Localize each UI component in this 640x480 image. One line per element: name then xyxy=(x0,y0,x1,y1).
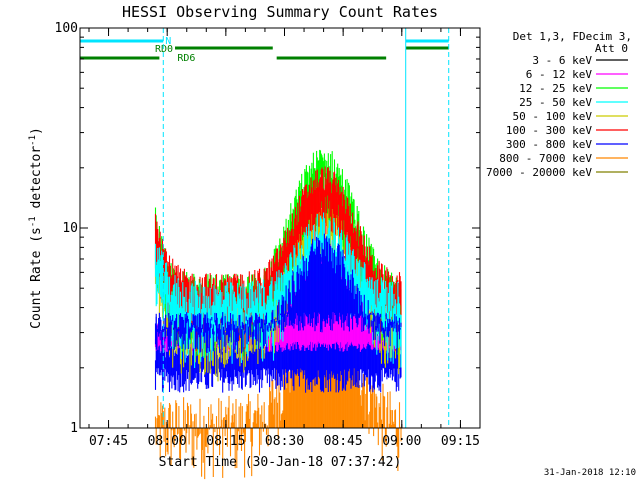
legend-label: 7000 - 20000 keV xyxy=(486,166,592,179)
x-tick-label: 08:15 xyxy=(206,434,245,449)
legend-label: 3 - 6 keV xyxy=(532,54,592,67)
y-axis-ticks: 1 10 100 xyxy=(55,21,480,436)
y-axis-title: Count Rate (s-1 detector-1) xyxy=(28,127,44,329)
x-tick-label: 07:45 xyxy=(89,434,128,449)
legend-label: 6 - 12 keV xyxy=(526,68,593,81)
segment-rd0-label: RD0 xyxy=(155,44,173,55)
x-axis-ticks: 07:45 08:00 08:15 08:30 08:45 09:00 09:15 xyxy=(88,28,481,449)
segment-night-label: N xyxy=(165,36,171,47)
legend-label: 50 - 100 keV xyxy=(513,110,593,123)
x-tick-label: 08:00 xyxy=(148,434,187,449)
legend-label: 100 - 300 keV xyxy=(506,124,592,137)
x-axis-title: Start Time (30-Jan-18 07:37:42) xyxy=(159,455,402,470)
y-tick-label: 100 xyxy=(55,21,78,36)
y-tick-label: 1 xyxy=(70,421,78,436)
segment-rd6-label: RD6 xyxy=(177,53,195,64)
y-axis-title-end: ) xyxy=(29,127,44,135)
x-tick-label: 08:30 xyxy=(265,434,304,449)
y-axis-title-main: Count Rate (s xyxy=(29,227,44,329)
legend-label: 12 - 25 keV xyxy=(519,82,592,95)
series-300-800-kev-top xyxy=(154,233,402,355)
x-tick-label: 08:45 xyxy=(324,434,363,449)
legend-header-line1: Det 1,3, FDecim 3, xyxy=(513,30,632,43)
y-tick-label: 10 xyxy=(62,221,78,236)
x-tick-label: 09:15 xyxy=(441,434,480,449)
legend-label: 25 - 50 keV xyxy=(519,96,592,109)
x-tick-label: 09:00 xyxy=(382,434,421,449)
y-axis-title-sup1: -1 xyxy=(28,216,38,227)
footer-timestamp: 31-Jan-2018 12:10 xyxy=(544,468,636,478)
chart-title: HESSI Observing Summary Count Rates xyxy=(122,3,438,21)
legend-label: 300 - 800 keV xyxy=(506,138,592,151)
legend-label: 800 - 7000 keV xyxy=(499,152,592,165)
y-axis-title-sup2: -1 xyxy=(28,135,38,146)
legend-header-line2: Att 0 xyxy=(595,42,628,55)
y-axis-title-mid: detector xyxy=(29,146,44,217)
